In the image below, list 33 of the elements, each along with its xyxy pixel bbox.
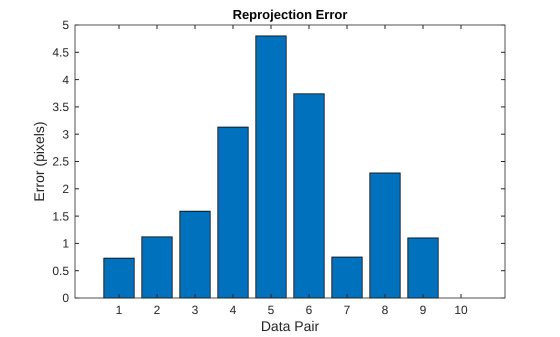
bar <box>293 93 325 298</box>
y-tick-label: 2.5 <box>52 154 70 169</box>
x-tick-label: 7 <box>344 303 351 317</box>
x-tick-label: 10 <box>454 303 468 317</box>
x-axis-title: Data Pair <box>260 318 320 334</box>
y-tick-label: 1 <box>62 236 70 251</box>
bar <box>103 258 135 298</box>
x-tick-label: 4 <box>230 303 237 317</box>
y-tick-label: 1.5 <box>52 209 70 224</box>
bar <box>369 172 401 298</box>
x-tick-label: 3 <box>192 303 199 317</box>
y-tick-label: 0.5 <box>52 264 70 278</box>
y-tick-label: 3 <box>62 127 70 142</box>
bar <box>179 210 211 298</box>
y-axis-title: Error (pixels) <box>31 121 47 202</box>
bar <box>217 126 249 298</box>
y-tick-label: 5 <box>62 18 70 32</box>
x-tick-label: 6 <box>306 303 313 317</box>
bar <box>255 36 287 298</box>
y-tick-label: 4.5 <box>52 46 70 60</box>
y-tick-label: 4 <box>62 72 70 87</box>
x-tick-label: 2 <box>154 303 161 317</box>
x-tick-label: 9 <box>420 303 427 317</box>
y-tick-label: 0 <box>62 291 70 306</box>
x-tick-label: 8 <box>382 303 389 317</box>
x-tick-label: 1 <box>116 303 123 317</box>
x-tick-label: 5 <box>268 303 275 317</box>
bar <box>331 256 363 298</box>
bar <box>141 236 173 298</box>
y-tick-label: 2 <box>62 182 70 196</box>
chart-title: Reprojection Error <box>232 7 348 22</box>
bar <box>407 238 439 298</box>
y-tick-label: 3.5 <box>52 100 70 114</box>
